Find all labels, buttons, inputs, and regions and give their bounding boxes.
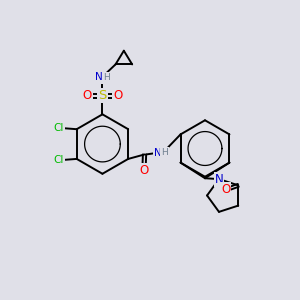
Text: Cl: Cl	[53, 155, 64, 165]
Text: O: O	[139, 164, 148, 177]
Text: S: S	[98, 89, 106, 102]
Text: O: O	[82, 89, 91, 102]
Text: H: H	[161, 148, 168, 158]
Text: H: H	[103, 73, 110, 82]
Text: N: N	[214, 172, 224, 186]
Text: Cl: Cl	[53, 123, 64, 133]
Text: O: O	[113, 89, 122, 102]
Text: N: N	[95, 73, 103, 82]
Text: O: O	[221, 183, 230, 196]
Text: N: N	[154, 148, 161, 158]
